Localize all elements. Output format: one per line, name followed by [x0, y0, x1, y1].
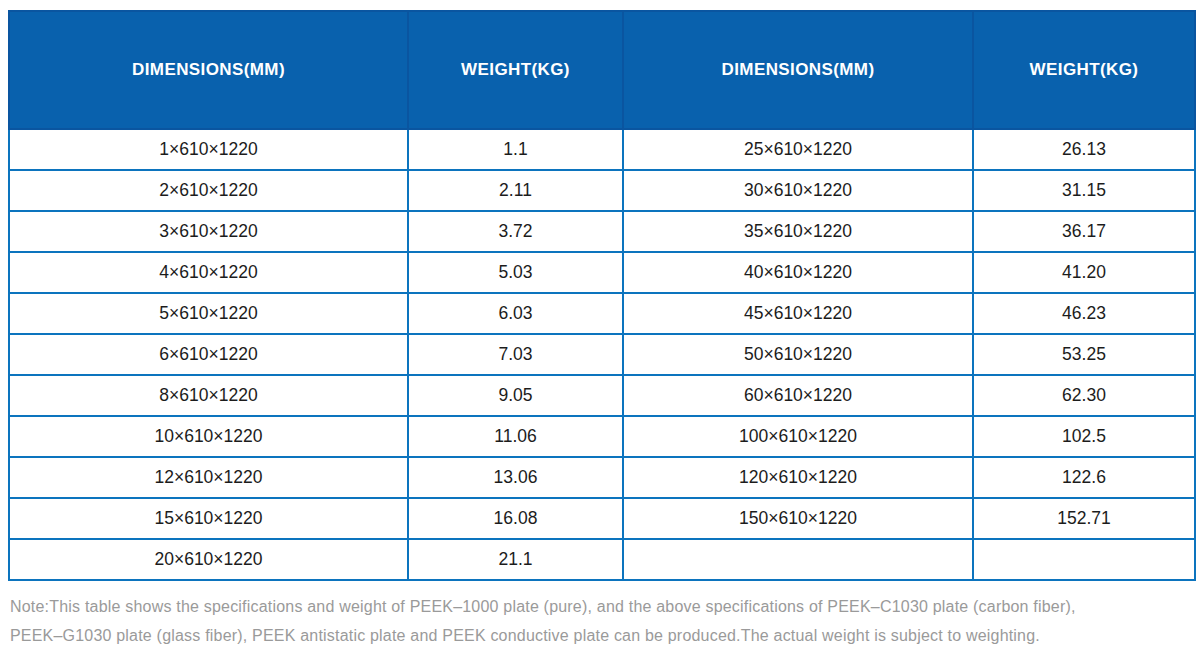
- dimensions-cell: 60×610×1220: [623, 375, 973, 416]
- page: DIMENSIONS(MM) WEIGHT(KG) DIMENSIONS(MM)…: [0, 0, 1200, 648]
- header-row: DIMENSIONS(MM) WEIGHT(KG) DIMENSIONS(MM)…: [9, 11, 1195, 129]
- table-row: 12×610×122013.06120×610×1220122.6: [9, 457, 1195, 498]
- dimensions-cell: 45×610×1220: [623, 293, 973, 334]
- dimensions-cell: 6×610×1220: [9, 334, 408, 375]
- weight-cell: 1.1: [408, 129, 623, 170]
- weight-cell: 46.23: [973, 293, 1195, 334]
- spec-table-header: DIMENSIONS(MM) WEIGHT(KG) DIMENSIONS(MM)…: [9, 11, 1195, 129]
- header-weight-right: WEIGHT(KG): [973, 11, 1195, 129]
- dimensions-cell: 8×610×1220: [9, 375, 408, 416]
- weight-cell: 31.15: [973, 170, 1195, 211]
- weight-cell: 7.03: [408, 334, 623, 375]
- weight-cell: 11.06: [408, 416, 623, 457]
- note-line-1: Note:This table shows the specifications…: [10, 592, 1076, 621]
- dimensions-cell: 1×610×1220: [9, 129, 408, 170]
- dimensions-cell: 25×610×1220: [623, 129, 973, 170]
- spec-table-container: DIMENSIONS(MM) WEIGHT(KG) DIMENSIONS(MM)…: [8, 10, 1194, 581]
- header-dimensions-left: DIMENSIONS(MM): [9, 11, 408, 129]
- weight-cell: 152.71: [973, 498, 1195, 539]
- dimensions-cell: 50×610×1220: [623, 334, 973, 375]
- table-row: 5×610×12206.0345×610×122046.23: [9, 293, 1195, 334]
- dimensions-cell: 120×610×1220: [623, 457, 973, 498]
- table-row: 6×610×12207.0350×610×122053.25: [9, 334, 1195, 375]
- weight-cell: 6.03: [408, 293, 623, 334]
- weight-cell: 53.25: [973, 334, 1195, 375]
- note-line-2: PEEK–G1030 plate (glass fiber), PEEK ant…: [10, 621, 1076, 648]
- weight-cell: 9.05: [408, 375, 623, 416]
- weight-cell: 16.08: [408, 498, 623, 539]
- dimensions-cell: 15×610×1220: [9, 498, 408, 539]
- dimensions-cell: [623, 539, 973, 580]
- weight-cell: 5.03: [408, 252, 623, 293]
- dimensions-cell: 35×610×1220: [623, 211, 973, 252]
- table-row: 2×610×12202.1130×610×122031.15: [9, 170, 1195, 211]
- dimensions-cell: 100×610×1220: [623, 416, 973, 457]
- dimensions-cell: 12×610×1220: [9, 457, 408, 498]
- table-row: 10×610×122011.06100×610×1220102.5: [9, 416, 1195, 457]
- weight-cell: 3.72: [408, 211, 623, 252]
- weight-cell: 13.06: [408, 457, 623, 498]
- weight-cell: 122.6: [973, 457, 1195, 498]
- spec-table-body: 1×610×12201.125×610×122026.132×610×12202…: [9, 129, 1195, 580]
- dimensions-cell: 30×610×1220: [623, 170, 973, 211]
- weight-cell: 26.13: [973, 129, 1195, 170]
- table-row: 20×610×122021.1: [9, 539, 1195, 580]
- dimensions-cell: 5×610×1220: [9, 293, 408, 334]
- weight-cell: 2.11: [408, 170, 623, 211]
- weight-cell: 41.20: [973, 252, 1195, 293]
- dimensions-cell: 20×610×1220: [9, 539, 408, 580]
- header-dimensions-right: DIMENSIONS(MM): [623, 11, 973, 129]
- spec-table: DIMENSIONS(MM) WEIGHT(KG) DIMENSIONS(MM)…: [8, 10, 1196, 581]
- table-row: 4×610×12205.0340×610×122041.20: [9, 252, 1195, 293]
- weight-cell: 36.17: [973, 211, 1195, 252]
- dimensions-cell: 2×610×1220: [9, 170, 408, 211]
- dimensions-cell: 4×610×1220: [9, 252, 408, 293]
- table-row: 3×610×12203.7235×610×122036.17: [9, 211, 1195, 252]
- weight-cell: 102.5: [973, 416, 1195, 457]
- weight-cell: [973, 539, 1195, 580]
- note: Note:This table shows the specifications…: [10, 592, 1076, 648]
- weight-cell: 62.30: [973, 375, 1195, 416]
- dimensions-cell: 40×610×1220: [623, 252, 973, 293]
- dimensions-cell: 3×610×1220: [9, 211, 408, 252]
- weight-cell: 21.1: [408, 539, 623, 580]
- dimensions-cell: 10×610×1220: [9, 416, 408, 457]
- table-row: 8×610×12209.0560×610×122062.30: [9, 375, 1195, 416]
- dimensions-cell: 150×610×1220: [623, 498, 973, 539]
- header-weight-left: WEIGHT(KG): [408, 11, 623, 129]
- table-row: 15×610×122016.08150×610×1220152.71: [9, 498, 1195, 539]
- table-row: 1×610×12201.125×610×122026.13: [9, 129, 1195, 170]
